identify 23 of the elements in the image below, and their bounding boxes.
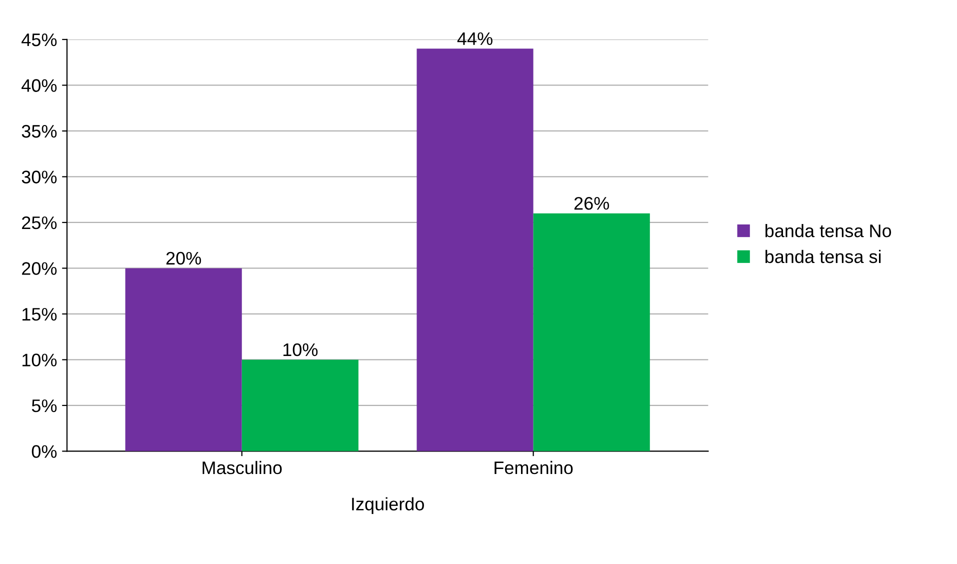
y-tick-label: 10% bbox=[22, 354, 57, 366]
data-label: 44% bbox=[457, 32, 492, 45]
y-tick-label: 20% bbox=[22, 262, 57, 275]
y-tick-label: 15% bbox=[22, 308, 57, 321]
x-tick-label: Masculino bbox=[202, 460, 282, 474]
data-label: 26% bbox=[574, 196, 610, 210]
bar bbox=[242, 360, 358, 452]
y-tick-label: 35% bbox=[22, 124, 57, 138]
x-tick-label: Femenino bbox=[494, 460, 573, 474]
legend-label: banda tensa No bbox=[766, 224, 892, 238]
y-tick-label: 5% bbox=[32, 399, 57, 412]
bar bbox=[533, 213, 650, 452]
y-tick-label: 0% bbox=[32, 445, 57, 458]
y-tick-label: 45% bbox=[22, 33, 57, 46]
y-tick-label: 40% bbox=[22, 79, 57, 92]
y-tick-label: 30% bbox=[22, 170, 57, 184]
data-label: 20% bbox=[166, 252, 201, 265]
data-label: 10% bbox=[283, 343, 318, 356]
legend-label: banda tensa si bbox=[766, 250, 881, 264]
y-tick-label: 25% bbox=[22, 216, 57, 230]
bar bbox=[125, 268, 242, 452]
x-axis-title: Izquierdo bbox=[352, 497, 424, 514]
bar bbox=[416, 48, 534, 452]
